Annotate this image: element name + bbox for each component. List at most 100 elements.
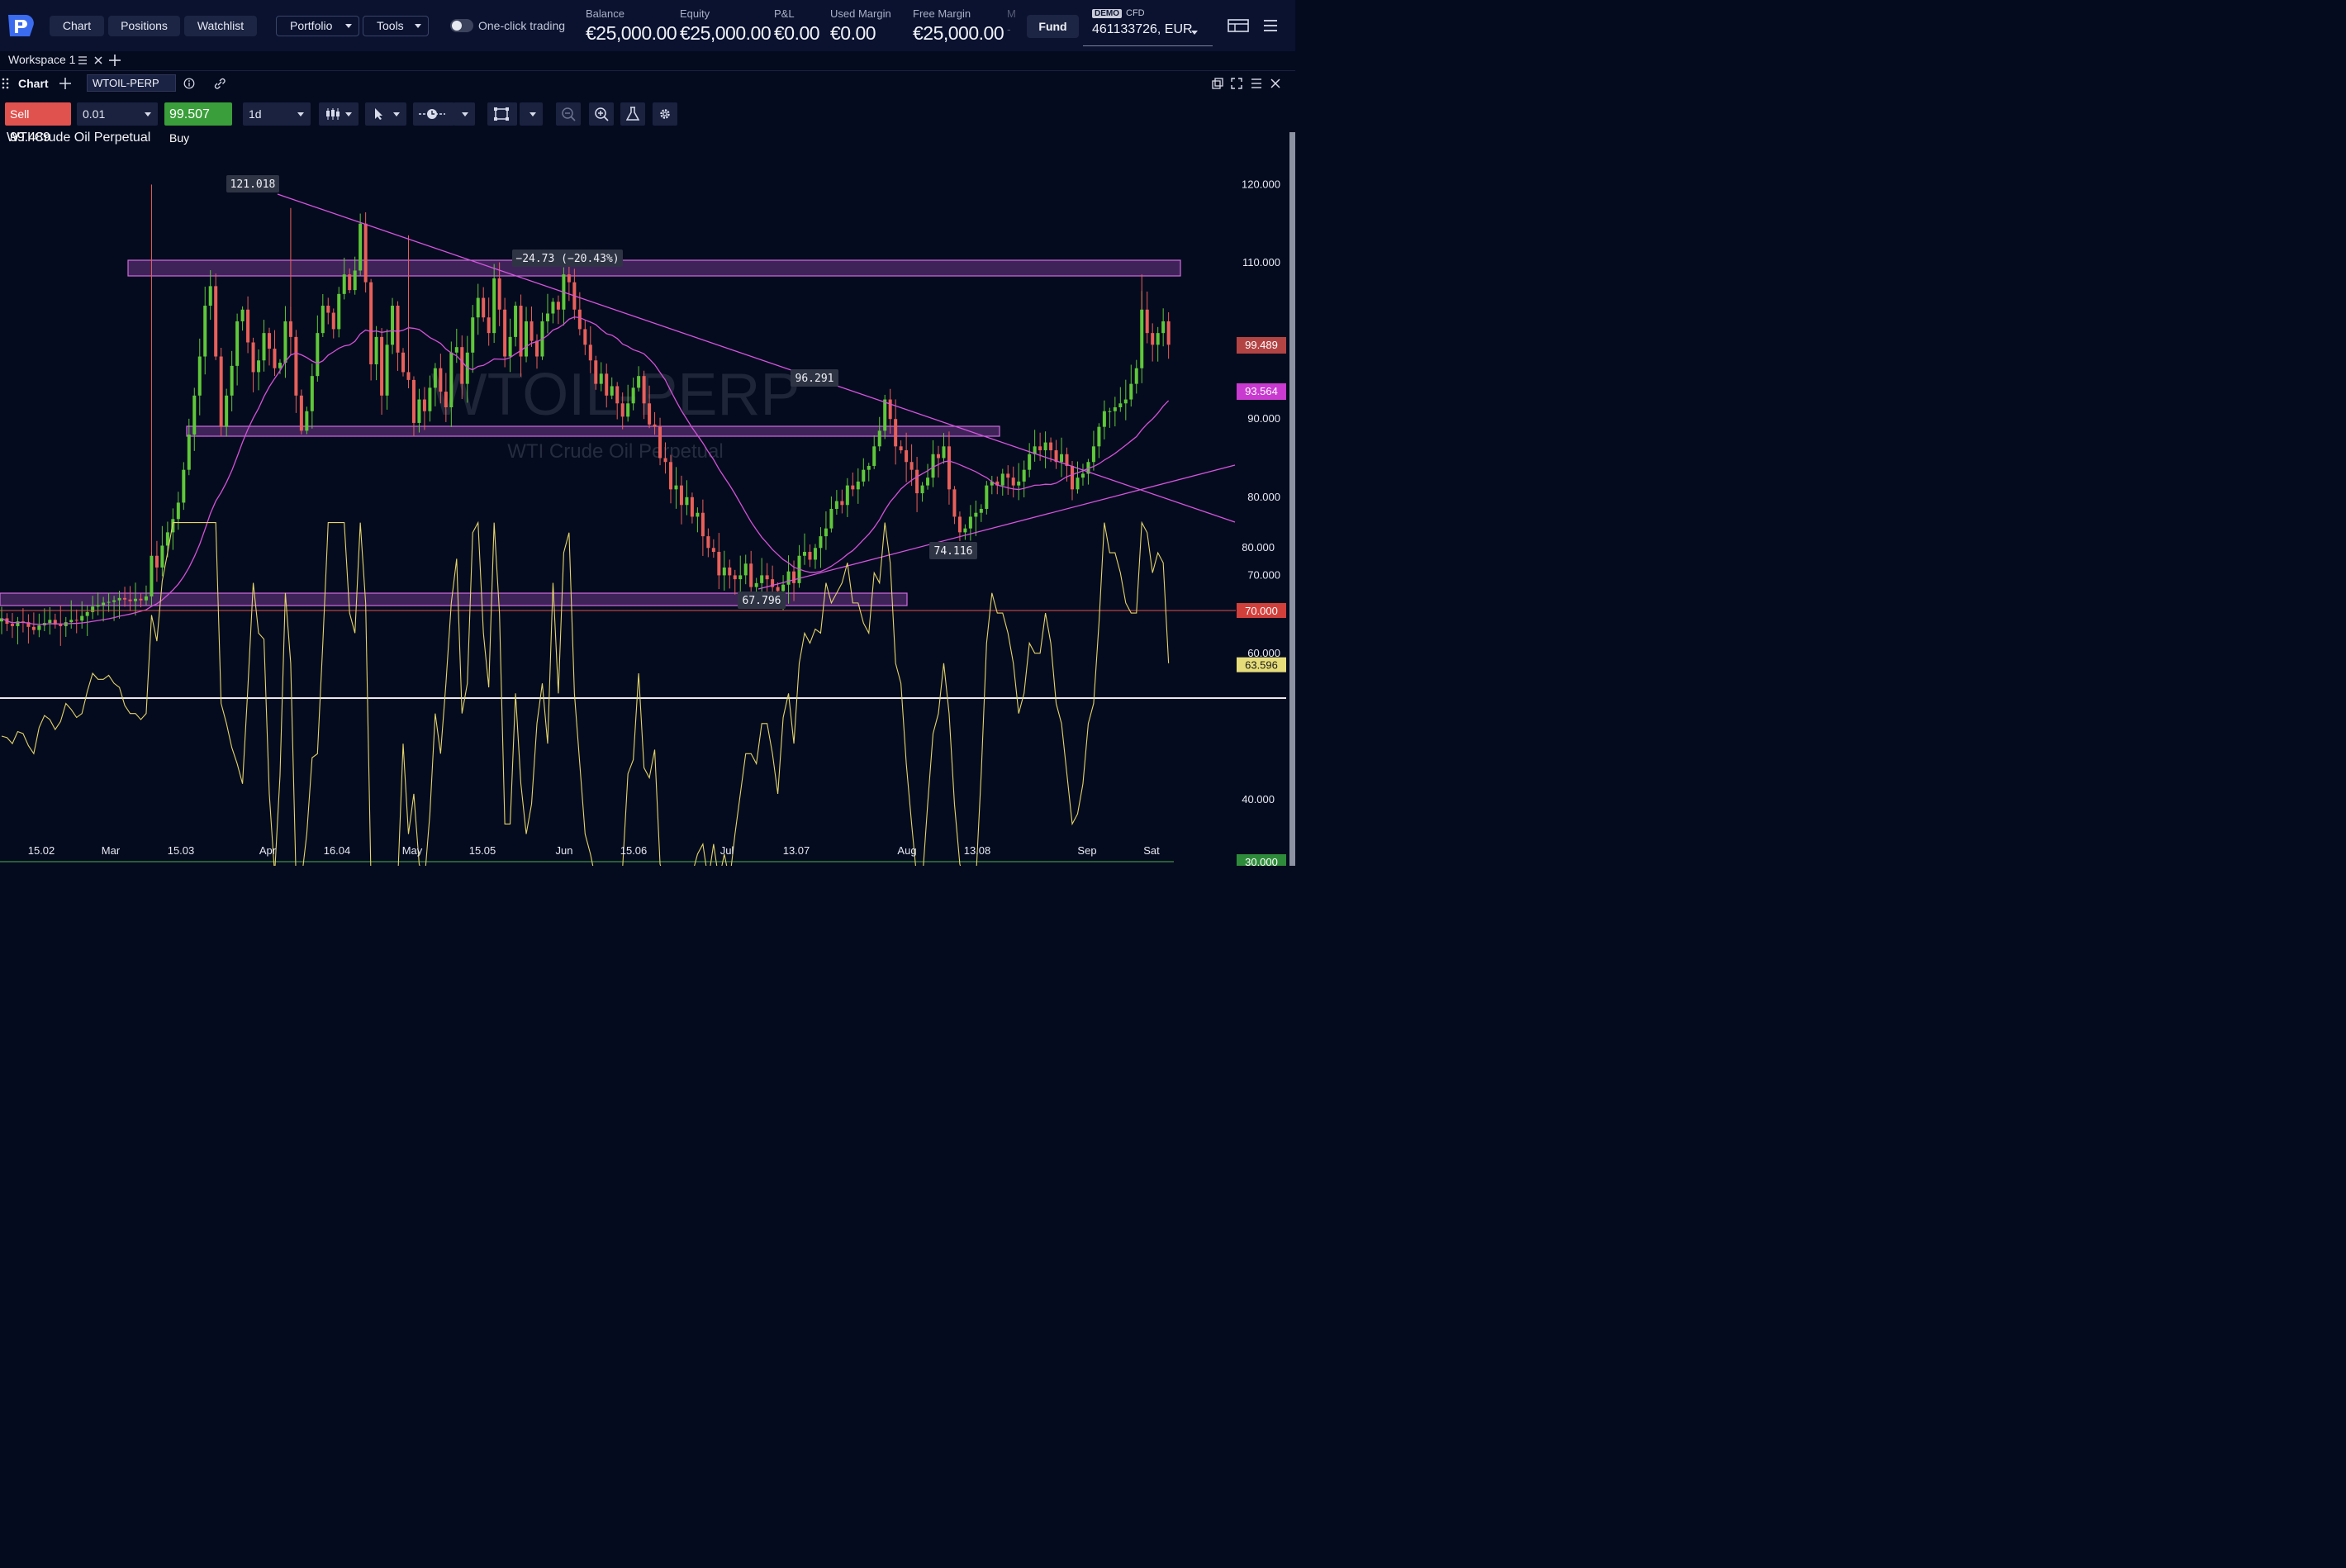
ma-price-label: 93.564 [1245, 385, 1278, 397]
candle-body [867, 465, 871, 470]
candle-body [1076, 478, 1080, 490]
candle-body [385, 344, 389, 396]
chevron-down-icon [345, 112, 352, 116]
panel-menu-icon[interactable] [1251, 78, 1262, 89]
candle-body [321, 306, 325, 334]
annotation-pivot: 96.291 [795, 373, 834, 385]
timeframe-select[interactable]: 1d [243, 102, 311, 126]
account-selector[interactable]: DEMO CFD 461133726, EUR [1083, 7, 1213, 46]
y-axis-label: 60.000 [1247, 647, 1280, 659]
candle-body [171, 519, 175, 533]
drag-handle-icon[interactable] [2, 78, 10, 89]
candle-body [69, 620, 74, 623]
nav-positions-button[interactable]: Positions [108, 16, 180, 36]
workspace-tab[interactable]: Workspace 1 [8, 53, 76, 66]
trendline-support [757, 464, 1236, 590]
workspace-bar: Workspace 1 [0, 51, 1295, 71]
candle-body [497, 278, 501, 310]
layout-icon[interactable] [1228, 18, 1249, 33]
maximize-icon[interactable] [1231, 78, 1242, 89]
candle-body [1113, 407, 1117, 411]
portfolio-label: Portfolio [290, 19, 333, 32]
candle-body [1080, 473, 1085, 478]
drawing-tools-dropdown[interactable] [454, 102, 475, 126]
candle-body [235, 321, 240, 366]
candle-body [246, 309, 250, 343]
equity-label: Equity [680, 7, 710, 20]
candle-body [422, 399, 426, 411]
close-icon[interactable] [93, 55, 103, 65]
candle-body [1129, 383, 1133, 400]
candle-body [1108, 411, 1112, 412]
zoom-out-button[interactable] [556, 102, 581, 126]
candle-body [786, 571, 791, 585]
candle-body [605, 373, 609, 396]
candle-body [230, 365, 234, 396]
candle-body [685, 497, 689, 506]
tools-dropdown[interactable]: Tools [363, 16, 429, 36]
candle-body [369, 282, 373, 364]
nav-watchlist-button[interactable]: Watchlist [184, 16, 257, 36]
candle-body [53, 620, 57, 625]
candle-body [353, 270, 357, 291]
pepperstone-logo[interactable] [5, 12, 35, 40]
candle-body [862, 469, 866, 482]
portfolio-dropdown[interactable]: Portfolio [276, 16, 359, 36]
quantity-input[interactable]: 0.01 [77, 102, 158, 126]
add-workspace-icon[interactable] [108, 54, 121, 67]
shape-tool-dropdown[interactable] [520, 102, 543, 126]
candle-body [1166, 321, 1171, 345]
candle-body [348, 274, 352, 291]
indicators-button[interactable] [620, 102, 645, 126]
menu-icon[interactable] [1262, 18, 1279, 33]
popout-icon[interactable] [1212, 78, 1223, 89]
nav-chart-button[interactable]: Chart [50, 16, 104, 36]
candle-body [214, 286, 218, 357]
candle-body [947, 446, 951, 490]
chart-settings-button[interactable] [653, 102, 677, 126]
candle-body [102, 602, 106, 606]
candle-body [845, 485, 849, 506]
y-axis-label: 120.000 [1242, 178, 1280, 190]
zoom-out-icon [562, 107, 576, 121]
drawing-tools-select[interactable] [413, 102, 454, 126]
last-price-label: 99.489 [1245, 339, 1278, 351]
symbol-input[interactable]: WTOIL-PERP [87, 74, 176, 92]
info-icon[interactable] [183, 78, 195, 89]
candle-body [1049, 442, 1053, 451]
chart-type-select[interactable] [319, 102, 359, 126]
zoom-in-icon [595, 107, 609, 121]
candle-body [728, 567, 732, 576]
sell-button[interactable]: Sell 99.489 [5, 102, 71, 145]
candle-body [454, 347, 458, 353]
candle-body [894, 419, 898, 447]
price-chart[interactable]: WTOIL-PERP WTI Crude Oil Perpetual 121.0… [0, 132, 1295, 866]
close-panel-icon[interactable] [1270, 78, 1281, 89]
candle-body [733, 575, 737, 580]
candle-body [96, 605, 100, 607]
candle-body [326, 306, 330, 313]
annotation-low-box [738, 592, 786, 609]
candle-body [926, 478, 930, 486]
candle-body [567, 274, 571, 283]
hamburger-icon[interactable] [78, 55, 88, 65]
pnl-stat: P&L €0.00 [774, 7, 820, 45]
link-icon[interactable] [213, 77, 226, 90]
candle-body [658, 426, 662, 459]
candle-body [1118, 403, 1123, 408]
x-axis-label: 13.07 [783, 844, 810, 857]
add-chart-icon[interactable] [59, 77, 72, 90]
candle-body [476, 297, 480, 318]
pnl-value: €0.00 [774, 22, 820, 44]
candle-body [968, 516, 972, 529]
shape-tool-button[interactable] [487, 102, 517, 126]
candle-body [577, 309, 582, 330]
one-click-trading-toggle[interactable] [450, 19, 473, 32]
candle-body [251, 342, 255, 373]
fund-button[interactable]: Fund [1027, 15, 1079, 38]
x-axis-label: 15.03 [168, 844, 195, 857]
candle-body [995, 481, 1000, 486]
buy-button[interactable]: 99.507 Buy [164, 102, 232, 145]
cursor-select[interactable] [365, 102, 406, 126]
zoom-in-button[interactable] [589, 102, 614, 126]
